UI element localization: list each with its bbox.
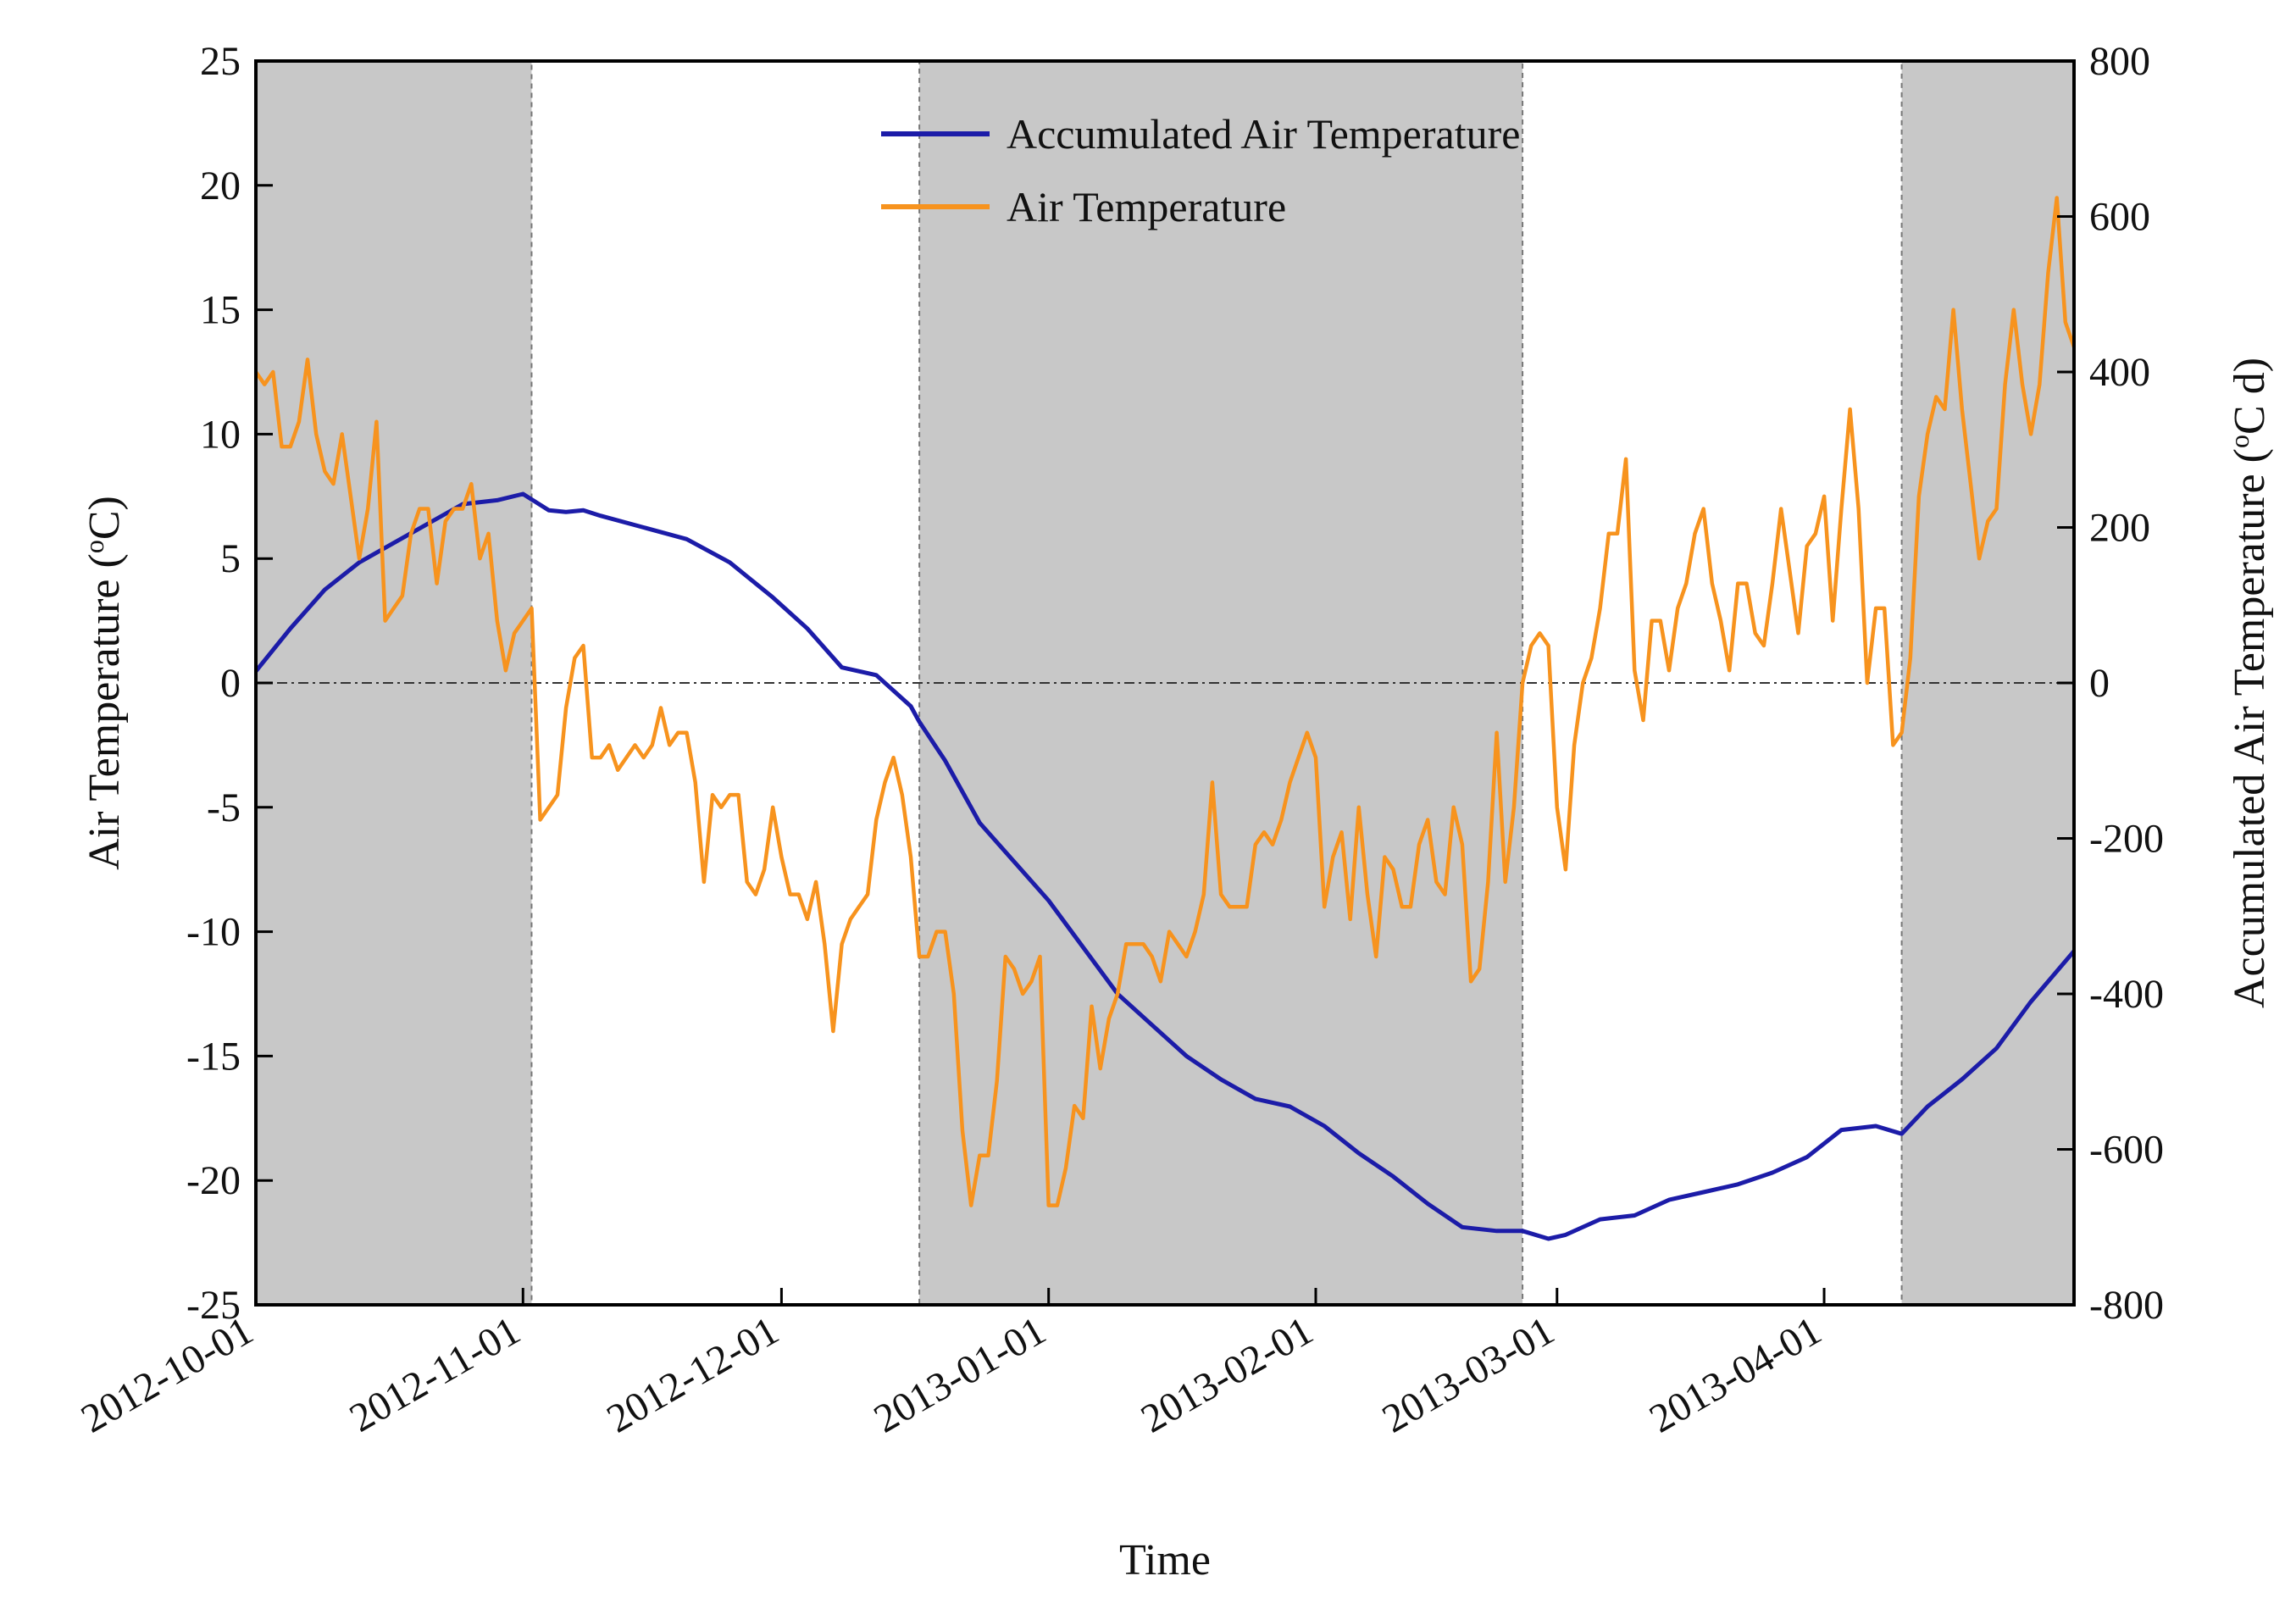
series-line-accumulated-air-temperature — [254, 491, 2076, 1241]
right-tick-label: -200 — [2089, 817, 2164, 862]
left-axis: -25 -20 -15 -10 -5 0 5 10 15 20 25 — [186, 39, 273, 1328]
x-tick-label: 2013-01-01 — [867, 1308, 1053, 1442]
legend: Accumulated Air Temperature Air Temperat… — [881, 110, 1520, 230]
left-tick-label: 0 — [220, 661, 241, 706]
legend-label-accumulated: Accumulated Air Temperature — [1007, 110, 1520, 158]
left-tick-label: 5 — [220, 536, 241, 581]
series-line-air-temperature — [254, 196, 2077, 1207]
shaded-periods — [255, 60, 2075, 1306]
right-tick-label: 800 — [2089, 39, 2150, 84]
left-axis-title-main: Air Temperature ( — [80, 553, 129, 870]
left-tick-label: 15 — [200, 288, 241, 333]
right-tick-label: -400 — [2089, 972, 2164, 1017]
left-tick-label: -20 — [186, 1158, 241, 1203]
left-tick-label: 10 — [200, 412, 241, 457]
left-tick-label: 25 — [200, 39, 241, 84]
right-axis-title-tail: C d) — [2226, 358, 2274, 435]
legend-label-air-temperature: Air Temperature — [1007, 183, 1286, 230]
x-axis: 2012-10-01 2012-11-01 2012-12-01 2013-01-01… — [74, 1288, 1829, 1442]
right-axis: -800 -600 -400 -200 0 200 400 600 800 — [2057, 39, 2164, 1328]
shaded-period-1 — [918, 60, 1524, 1306]
left-axis-title-superscript: o — [79, 540, 109, 553]
left-axis-title: Air Temperature (oC) — [79, 496, 129, 870]
left-tick-label: -5 — [207, 785, 241, 830]
x-tick-label: 2013-04-01 — [1642, 1308, 1828, 1442]
right-tick-label: -600 — [2089, 1128, 2164, 1173]
right-tick-label: 200 — [2089, 506, 2150, 551]
left-axis-title-tail: C) — [80, 496, 129, 540]
right-tick-label: -800 — [2089, 1283, 2164, 1328]
left-tick-label: -15 — [186, 1034, 241, 1079]
left-tick-label: -25 — [186, 1283, 241, 1328]
right-axis-title-main: Accumulated Air Temperature ( — [2226, 448, 2274, 1008]
right-tick-label: 400 — [2089, 350, 2150, 395]
left-tick-label: 20 — [200, 164, 241, 208]
right-axis-title-superscript: o — [2224, 435, 2254, 448]
x-tick-label: 2012-11-01 — [342, 1308, 528, 1441]
x-tick-label: 2013-03-01 — [1375, 1308, 1561, 1442]
x-axis-title: Time — [1119, 1536, 1211, 1584]
left-tick-label: -10 — [186, 910, 241, 955]
right-tick-label: 600 — [2089, 195, 2150, 240]
series-lines — [254, 196, 2077, 1241]
x-tick-label: 2012-10-01 — [74, 1308, 260, 1442]
right-tick-label: 0 — [2089, 661, 2110, 706]
x-tick-label: 2013-02-01 — [1134, 1308, 1320, 1442]
x-tick-label: 2012-12-01 — [599, 1308, 785, 1442]
right-axis-title: Accumulated Air Temperature (oC d) — [2224, 358, 2274, 1008]
